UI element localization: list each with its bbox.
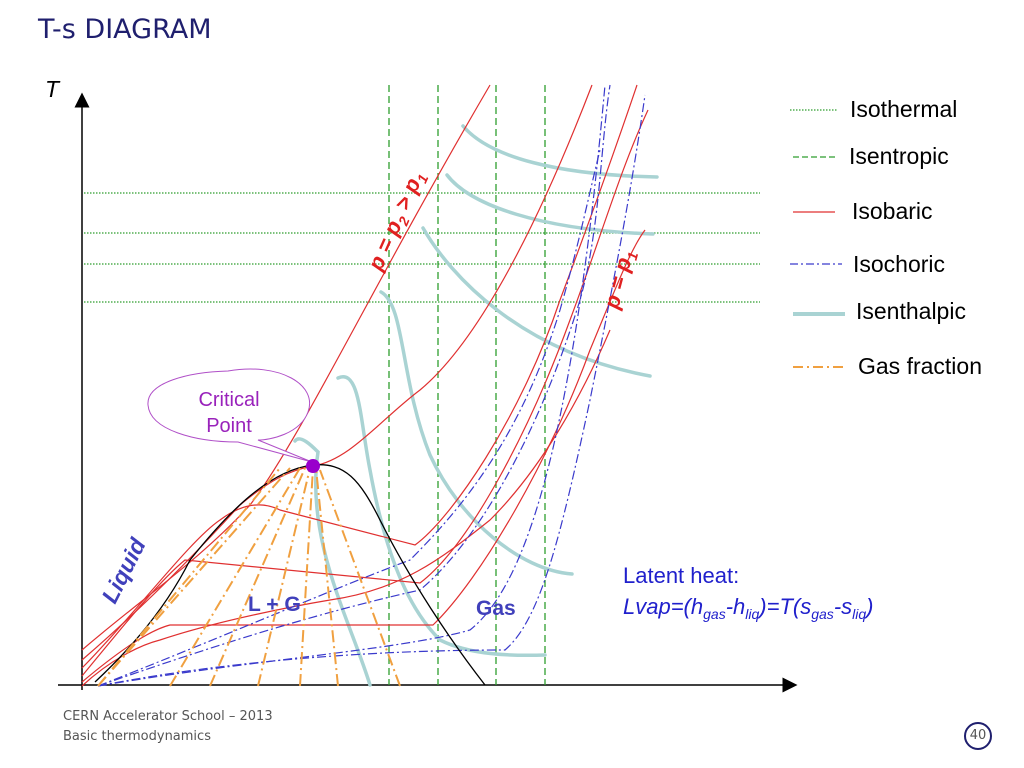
isenthalpic-line [293, 437, 372, 687]
gas-fraction-line [209, 467, 306, 687]
gas-fraction-line [257, 467, 311, 687]
legend-label-isothermal: Isothermal [850, 96, 957, 122]
t-axis-label: T [45, 76, 61, 102]
slide-title: T-s DIAGRAM [38, 14, 212, 45]
liquid-region-label: Liquid [96, 533, 151, 607]
ts-diagram: T s [45, 76, 982, 700]
footer-line-1: CERN Accelerator School – 2013 [63, 709, 273, 724]
legend-label-isochoric: Isochoric [853, 251, 945, 277]
critical-point-marker [306, 459, 320, 473]
legend-label-isentropic: Isentropic [849, 143, 949, 169]
isobaric-line [81, 84, 638, 669]
isochoric-line [97, 94, 646, 687]
pressure-low-label: p = p1 [598, 247, 641, 313]
isochoric-lines [97, 84, 646, 687]
isobaric-line [81, 329, 611, 687]
isobaric-line [81, 84, 593, 661]
gas-region-label: Gas [476, 597, 516, 620]
latent-heat-formula: Lvap=(hgas-hliq)=T(sgas-sliq) [623, 594, 873, 622]
isochoric-line [97, 84, 611, 687]
gas-fraction-line [97, 467, 291, 687]
two-phase-region-label: L + G [248, 593, 301, 616]
s-axis-label: s [791, 692, 803, 700]
critical-point-callout: Critical Point [147, 368, 313, 463]
isochoric-line [97, 149, 601, 687]
gas-fraction-line [315, 467, 339, 687]
critical-point-label-line2: Point [206, 415, 252, 437]
footer: CERN Accelerator School – 2013 Basic the… [63, 707, 273, 747]
pressure-high-label: p = p2 > p1 [362, 167, 431, 276]
callout-bubble [147, 368, 313, 463]
latent-heat-title: Latent heat: [623, 563, 739, 588]
gas-fraction-line [169, 467, 301, 687]
critical-point-label-line1: Critical [198, 389, 259, 411]
isenthalpic-lines [293, 124, 659, 687]
isenthalpic-line [336, 375, 547, 658]
legend-label-gas-fraction: Gas fraction [858, 353, 982, 379]
legend-label-isenthalpic: Isenthalpic [856, 298, 966, 324]
isentropic-lines [388, 85, 546, 685]
gas-fraction-line [319, 469, 401, 687]
isobaric-line [81, 109, 649, 677]
isenthalpic-line [421, 226, 652, 378]
saturation-dome [94, 464, 486, 686]
footer-line-2: Basic thermodynamics [63, 729, 211, 744]
isenthalpic-line [461, 124, 659, 179]
legend-label-isobaric: Isobaric [852, 198, 933, 224]
isobaric-line [81, 229, 646, 683]
gas-fraction-line [97, 467, 281, 687]
gas-fraction-lines [97, 467, 401, 687]
page-number: 40 [964, 722, 992, 750]
isenthalpic-line [445, 173, 655, 236]
legend: Isothermal Isentropic Isobaric Isochoric… [790, 96, 982, 379]
gas-fraction-line [299, 467, 314, 687]
isothermal-lines [84, 192, 760, 303]
isobaric-lines [81, 84, 649, 687]
isenthalpic-line [379, 290, 574, 576]
